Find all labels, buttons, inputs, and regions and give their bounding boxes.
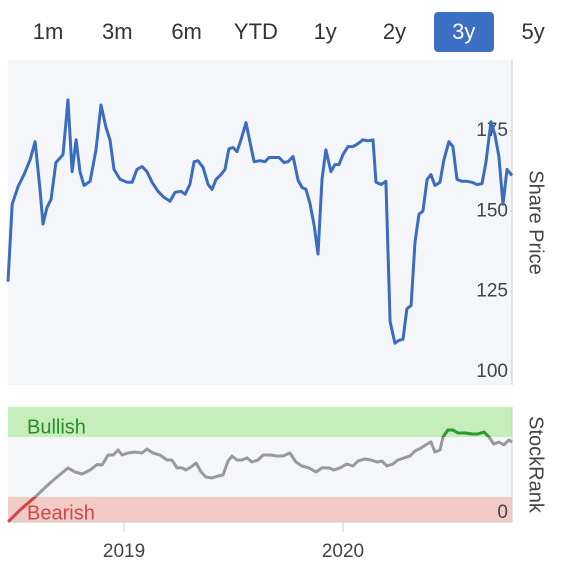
range-tab[interactable]: 2y — [382, 19, 407, 44]
bullish-label: Bullish — [27, 416, 86, 438]
y-axis-label: StockRank — [525, 416, 547, 514]
x-tick-label: 2019 — [103, 541, 145, 562]
range-tab[interactable]: 1m — [32, 19, 64, 44]
bearish-label: Bearish — [27, 502, 95, 524]
range-tab[interactable]: YTD — [233, 19, 278, 44]
range-tab[interactable]: 3m — [102, 19, 133, 44]
line — [6, 428, 513, 524]
y-tick-label: 0 — [497, 502, 508, 523]
y-tick-label: 125 — [476, 281, 508, 302]
range-tab[interactable]: 5y — [521, 19, 545, 44]
y-tick-label: 100 — [476, 361, 508, 382]
y-axis-label: Share Price — [525, 170, 547, 275]
bearish-band — [8, 497, 512, 522]
plot-background — [8, 60, 512, 385]
range-tab[interactable]: 6m — [171, 19, 202, 44]
line — [6, 98, 514, 345]
y-tick-label: 150 — [476, 200, 508, 221]
bullish-band — [8, 407, 512, 437]
range-tab[interactable]: 3y — [433, 12, 494, 52]
x-tick-label: 2020 — [322, 541, 364, 562]
range-tab[interactable]: 1y — [313, 19, 337, 44]
range-tabs: 1m 3m 6m YTD 1y 2y 3y 5y — [0, 0, 561, 56]
